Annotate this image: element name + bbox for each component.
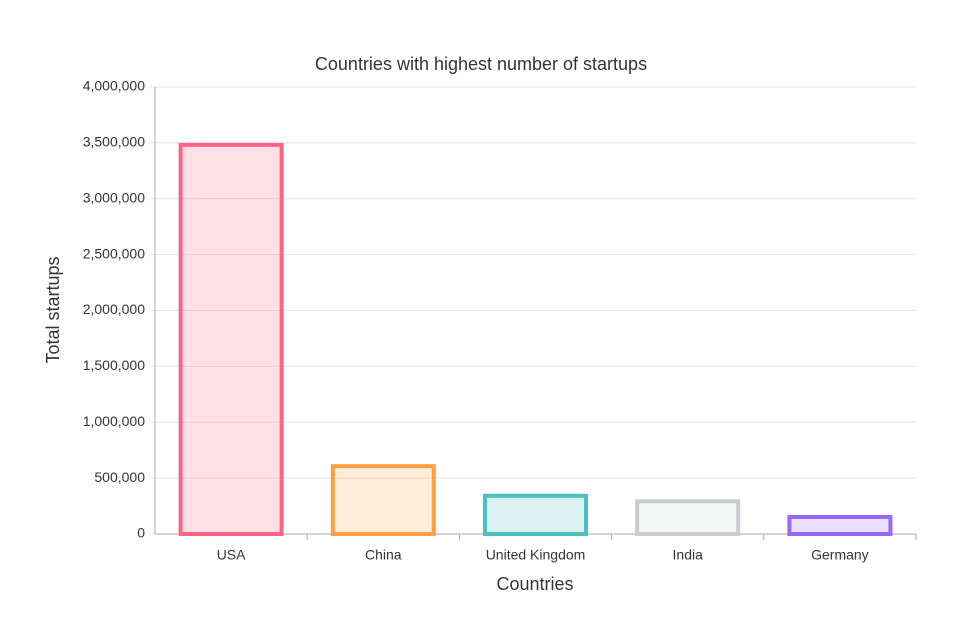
y-tick-label: 3,000,000 [83, 189, 145, 205]
bar [178, 142, 284, 536]
x-tick-label: China [365, 547, 402, 563]
x-tick-label: Germany [811, 547, 869, 563]
x-tick-label: India [673, 547, 704, 563]
bar [482, 493, 589, 536]
y-tick-label: 3,500,000 [83, 134, 145, 150]
y-tick-label: 2,500,000 [83, 245, 145, 261]
y-tick-label: 500,000 [94, 469, 145, 485]
x-tick-label: USA [217, 547, 246, 563]
chart-title: Countries with highest number of startup… [315, 54, 647, 74]
y-tick-label: 0 [137, 525, 145, 541]
bar [635, 499, 741, 537]
y-tick-label: 4,000,000 [83, 78, 145, 94]
x-axis-title: Countries [496, 574, 573, 594]
x-tick-label: United Kingdom [486, 547, 586, 563]
y-tick-label: 1,000,000 [83, 413, 145, 429]
bar [330, 464, 436, 536]
y-tick-label: 2,000,000 [83, 301, 145, 317]
bar [787, 515, 893, 537]
y-axis-title: Total startups [43, 256, 63, 363]
y-tick-label: 1,500,000 [83, 357, 145, 373]
